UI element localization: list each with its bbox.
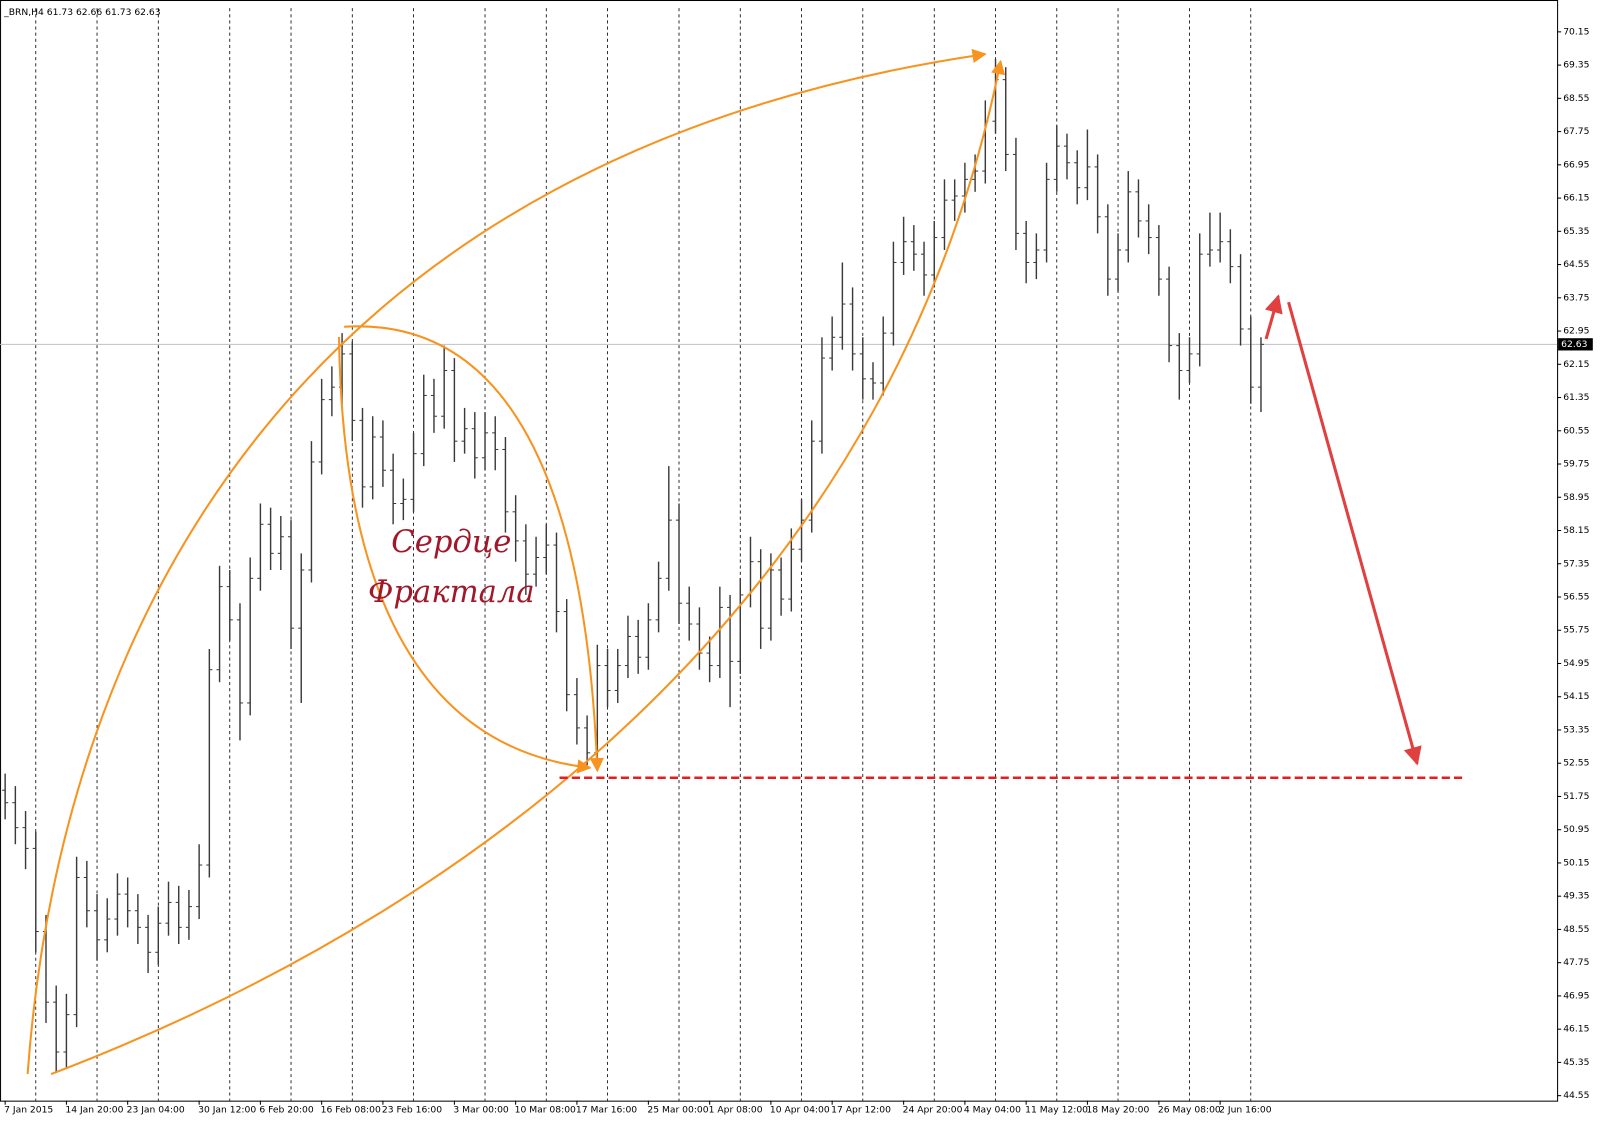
up-arrow — [1264, 294, 1283, 340]
upper-arc — [26, 48, 987, 1075]
x-tick-label: 11 May 12:00 — [1025, 1104, 1088, 1115]
y-tick-label: 70.15 — [1563, 26, 1589, 37]
x-tick-label: 17 Apr 12:00 — [831, 1104, 891, 1115]
y-tick-label: 66.95 — [1563, 159, 1589, 170]
y-tick-label: 58.95 — [1563, 492, 1589, 503]
y-tick-label: 54.15 — [1563, 691, 1589, 702]
lower-arc — [50, 59, 1006, 1076]
y-tick-label: 45.35 — [1563, 1057, 1589, 1068]
y-tick-label: 61.35 — [1563, 392, 1589, 403]
x-tick-label: 24 Apr 20:00 — [903, 1104, 963, 1115]
y-tick-label: 66.15 — [1563, 193, 1589, 204]
y-tick-label: 62.95 — [1563, 326, 1589, 337]
down-arrow — [1287, 301, 1422, 766]
y-tick-label: 60.55 — [1563, 425, 1589, 436]
y-tick-label: 54.95 — [1563, 658, 1589, 669]
x-tick-label: 26 May 08:00 — [1158, 1104, 1221, 1115]
x-tick-label: 3 Mar 00:00 — [453, 1104, 509, 1115]
x-tick-label: 10 Apr 04:00 — [770, 1104, 830, 1115]
y-tick-label: 50.95 — [1563, 824, 1589, 835]
y-tick-label: 56.55 — [1563, 591, 1589, 602]
plot-frame — [0, 0, 1559, 1102]
y-tick-label: 46.95 — [1563, 990, 1589, 1001]
y-tick-label: 50.15 — [1563, 857, 1589, 868]
x-tick-label: 17 Mar 16:00 — [576, 1104, 637, 1115]
x-tick-label: 14 Jan 20:00 — [65, 1104, 123, 1115]
fractal-curves — [26, 48, 1006, 1076]
y-tick-label: 58.15 — [1563, 525, 1589, 536]
bars — [2, 58, 1265, 1073]
y-tick-label: 68.55 — [1563, 93, 1589, 104]
x-tick-label: 30 Jan 12:00 — [198, 1104, 256, 1115]
x-tick-label: 6 Feb 20:00 — [259, 1104, 314, 1115]
x-tick-label: 10 Mar 08:00 — [515, 1104, 576, 1115]
y-tick-label: 55.75 — [1563, 625, 1589, 636]
y-tick-label: 59.75 — [1563, 459, 1589, 470]
last-price-label: 62.63 — [1561, 339, 1587, 350]
heart-right — [344, 325, 604, 773]
heart-left — [337, 336, 592, 774]
x-tick-label: 1 Apr 08:00 — [709, 1104, 763, 1115]
y-tick-label: 48.55 — [1563, 924, 1589, 935]
y-tick-label: 64.55 — [1563, 259, 1589, 270]
y-tick-label: 62.15 — [1563, 359, 1589, 370]
y-tick-label: 46.15 — [1563, 1024, 1589, 1035]
x-tick-label: 18 May 20:00 — [1086, 1104, 1149, 1115]
y-tick-label: 65.35 — [1563, 226, 1589, 237]
y-tick-label: 49.35 — [1563, 891, 1589, 902]
y-tick-label: 57.35 — [1563, 558, 1589, 569]
y-tick-label: 51.75 — [1563, 791, 1589, 802]
y-tick-label: 44.55 — [1563, 1090, 1589, 1101]
last-price-box — [1558, 338, 1593, 351]
symbol-header: _BRN,H4 61.73 62.66 61.73 62.63 — [3, 7, 161, 18]
y-tick-label: 53.35 — [1563, 724, 1589, 735]
y-tick-label: 67.75 — [1563, 126, 1589, 137]
x-tick-label: 4 May 04:00 — [964, 1104, 1021, 1115]
x-tick-label: 23 Jan 04:00 — [127, 1104, 185, 1115]
x-tick-label: 25 Mar 00:00 — [647, 1104, 708, 1115]
x-tick-label: 2 Jun 16:00 — [1219, 1104, 1272, 1115]
forecast-arrows — [1264, 294, 1422, 766]
x-tick-label: 23 Feb 16:00 — [382, 1104, 442, 1115]
y-tick-label: 69.35 — [1563, 60, 1589, 71]
x-tick-label: 16 Feb 08:00 — [321, 1104, 381, 1115]
y-tick-label: 47.75 — [1563, 957, 1589, 968]
y-tick-label: 63.75 — [1563, 292, 1589, 303]
y-tick-label: 52.55 — [1563, 758, 1589, 769]
annotation-line: Фрактала — [368, 575, 535, 610]
x-tick-label: 7 Jan 2015 — [4, 1104, 53, 1115]
annotation-line: Сердце — [391, 525, 511, 560]
